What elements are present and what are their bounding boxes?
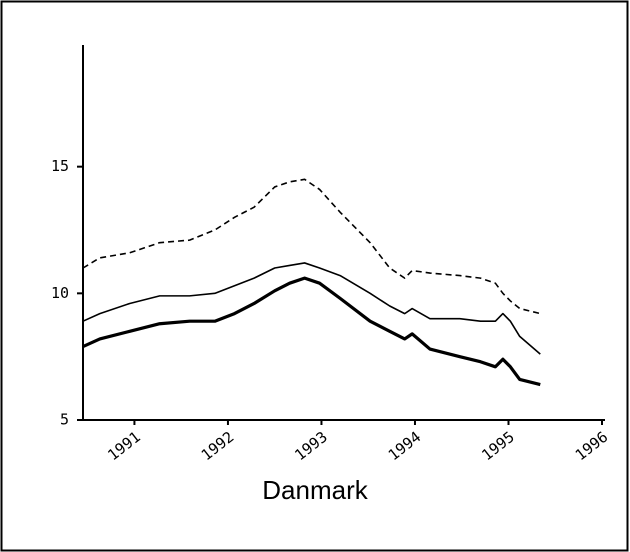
chart-title: Danmark xyxy=(262,475,368,505)
series-line xyxy=(82,276,541,387)
x-tick-label: 1995 xyxy=(478,428,518,464)
y-tick-label: 5 xyxy=(60,411,69,429)
x-tick-label: 1993 xyxy=(291,428,331,464)
y-tick-label: 10 xyxy=(51,284,69,302)
series-line xyxy=(82,262,541,355)
series-line xyxy=(82,178,541,315)
x-tick-label: 1994 xyxy=(385,428,425,464)
x-tick-label: 1991 xyxy=(104,428,144,464)
x-tick-label: 1996 xyxy=(572,428,612,464)
x-tick-label: 1992 xyxy=(198,428,238,464)
y-tick-label: 15 xyxy=(51,157,69,175)
